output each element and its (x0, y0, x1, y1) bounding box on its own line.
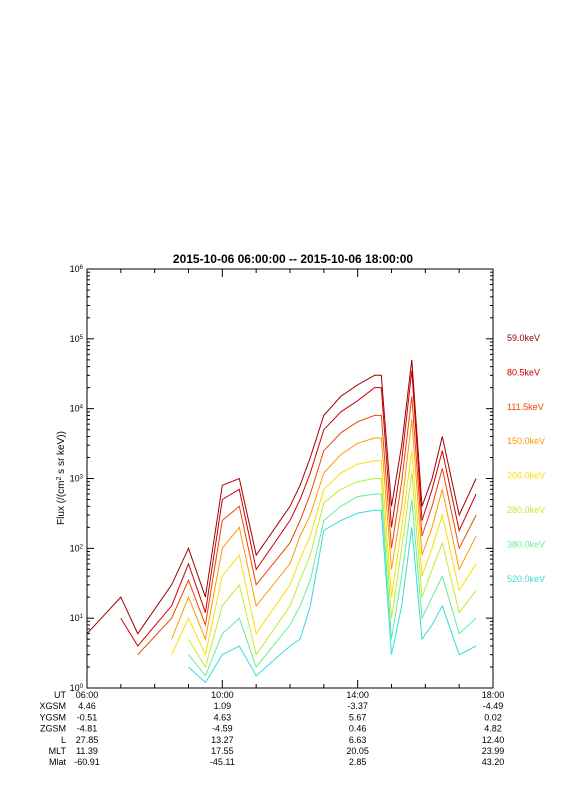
ephemeris-row-label: MLT (49, 746, 67, 756)
y-tick-base: 10 (70, 613, 80, 623)
ephemeris-cell: 0.02 (484, 712, 502, 722)
y-tick-exp: 2 (80, 544, 84, 550)
ephemeris-cell: -3.37 (347, 701, 368, 711)
ephemeris-cell: 14:00 (346, 690, 369, 700)
ephemeris-cell: 06:00 (76, 690, 99, 700)
y-tick-label: 100 (70, 683, 84, 693)
y-tick-base: 10 (70, 334, 80, 344)
ephemeris-cell: -4.59 (212, 724, 233, 734)
y-tick-exp: 4 (80, 405, 84, 411)
plot-area (86, 359, 477, 684)
y-tick-base: 10 (70, 404, 80, 414)
legend-entry-111.5keV: 111.5keV (507, 402, 544, 412)
legend-entry-206.0keV: 206.0keV (507, 471, 545, 481)
ephemeris-cell: 4.82 (484, 724, 502, 734)
y-tick-base: 10 (70, 683, 80, 693)
legend-entry-380.0keV: 380.0keV (507, 539, 545, 549)
y-tick-exp: 1 (80, 614, 84, 620)
y-tick-label: 101 (70, 613, 84, 623)
y-tick-base: 10 (70, 543, 80, 553)
ephemeris-row-label: L (61, 735, 66, 745)
ephemeris-cell: 23.99 (482, 746, 505, 756)
ephemeris-cell: -45.11 (210, 757, 235, 767)
y-tick-base: 10 (70, 474, 80, 484)
ephemeris-cell: 18:00 (482, 690, 505, 700)
ephemeris-row-label: UT (54, 690, 66, 700)
ephemeris-cell: 0.46 (349, 724, 367, 734)
ephemeris-row-label: YGSM (39, 712, 66, 722)
ephemeris-cell: 27.85 (76, 735, 99, 745)
legend: 59.0keV 80.5keV 111.5keV 150.0keV 206.0keV 28… (507, 333, 545, 584)
y-axis-label-sup: 2 (56, 477, 63, 481)
y-tick-label: 104 (70, 404, 84, 414)
series-line-380.0keV (188, 493, 477, 677)
ephemeris-cell: -0.51 (77, 712, 98, 722)
ephemeris-cell: 5.67 (349, 712, 367, 722)
y-tick-exp: 3 (80, 475, 84, 481)
series-line-111.5keV (137, 396, 477, 656)
ephemeris-row-label: XGSM (39, 701, 66, 711)
ephemeris-cell: 13.27 (211, 735, 234, 745)
ephemeris-cell: 2.85 (349, 757, 367, 767)
y-axis-label: Flux (/(cm2 s sr keV)) (56, 431, 68, 525)
ephemeris-row-label: Mlat (49, 757, 67, 767)
x-axis (86, 269, 494, 688)
legend-entry-520.0keV: 520.0keV (507, 574, 545, 584)
series-line-520.0keV (188, 509, 477, 684)
ephemeris-cell: 10:00 (211, 690, 234, 700)
series-line-280.0keV (188, 472, 477, 669)
ephemeris-cell: -60.91 (74, 757, 100, 767)
legend-entry-280.0keV: 280.0keV (507, 505, 545, 515)
series-line-59.0keV (86, 359, 477, 635)
ephemeris-cell: 6.63 (349, 735, 367, 745)
y-tick-label: 105 (70, 334, 84, 344)
y-tick-exp: 5 (80, 335, 84, 341)
legend-entry-80.5keV: 80.5keV (507, 367, 540, 377)
y-tick-exp: 6 (80, 265, 84, 271)
y-axis-label-prefix: Flux (/(cm (56, 481, 67, 525)
ephemeris-row-label: ZGSM (40, 724, 66, 734)
ephemeris-cell: -4.81 (77, 724, 98, 734)
y-tick-label: 103 (70, 474, 84, 484)
ephemeris-cell: 4.46 (78, 701, 96, 711)
ephemeris-cell: 4.63 (214, 712, 232, 722)
ephemeris-cell: 11.39 (76, 746, 98, 756)
chart-title: 2015-10-06 06:00:00 -- 2015-10-06 18:00:… (173, 252, 413, 266)
y-axis-label-suffix: s sr keV)) (56, 431, 67, 477)
ephemeris-cell: 12.40 (482, 735, 505, 745)
y-tick-base: 10 (70, 264, 80, 274)
ephemeris-cell: 20.05 (346, 746, 369, 756)
y-tick-label: 106 (70, 264, 84, 274)
legend-entry-59.0keV: 59.0keV (507, 333, 540, 343)
legend-entry-150.0keV: 150.0keV (507, 436, 545, 446)
y-tick-exp: 0 (80, 684, 84, 690)
series-line-150.0keV (171, 419, 477, 641)
y-tick-label: 102 (70, 543, 84, 553)
ephemeris-cell: 43.20 (482, 757, 505, 767)
ephemeris-cell: 1.09 (214, 701, 232, 711)
series-line-206.0keV (171, 450, 477, 657)
series-line-80.5keV (120, 370, 477, 647)
ephemeris-cell: -4.49 (483, 701, 504, 711)
ephemeris-cell: 17.55 (211, 746, 234, 756)
